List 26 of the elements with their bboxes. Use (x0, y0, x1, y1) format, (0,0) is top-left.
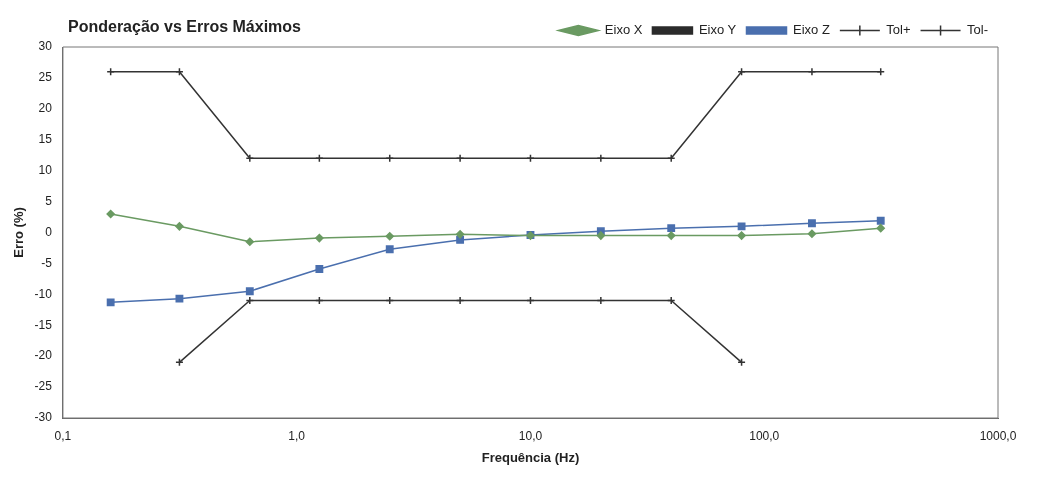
y-tick-label: -25 (34, 379, 53, 394)
x-tick-label: 0,1 (54, 428, 72, 443)
y-tick-label: 25 (38, 70, 53, 85)
x-tick-label: 1000,0 (979, 428, 1017, 443)
chart-title: Ponderação vs Erros Máximos (68, 18, 301, 36)
y-tick-label: -5 (41, 255, 53, 270)
x-tick-label: 100,0 (749, 428, 780, 443)
y-tick-label: -10 (34, 286, 53, 301)
y-tick-label: -20 (34, 348, 53, 363)
x-tick-label: 1,0 (288, 428, 306, 443)
legend-label: Eixo X (604, 22, 643, 38)
y-tick-label: -15 (34, 317, 53, 332)
x-tick-label: 10,0 (518, 428, 543, 443)
y-tick-label: 10 (38, 162, 53, 177)
y-tick-label: 5 (45, 193, 53, 208)
y-tick-label: 15 (38, 132, 53, 147)
legend-label: Tol- (967, 22, 989, 38)
y-tick-label: -30 (34, 410, 53, 425)
y-axis-title: Erro (%) (11, 207, 27, 258)
legend-label: Tol+ (886, 22, 911, 38)
y-tick-label: 30 (38, 39, 53, 54)
y-tick-label: 0 (45, 224, 53, 239)
y-tick-label: 20 (38, 101, 53, 116)
legend-label: Eixo Y (698, 22, 737, 38)
x-axis-title: Frequência (Hz) (481, 449, 580, 465)
legend-label: Eixo Z (793, 22, 830, 38)
